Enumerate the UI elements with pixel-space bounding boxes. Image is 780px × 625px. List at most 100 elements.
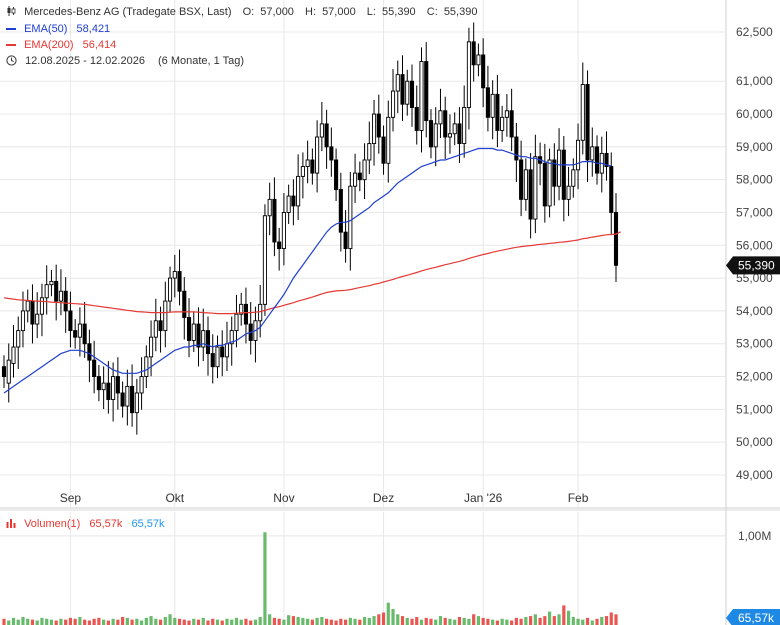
candle-body (296, 175, 301, 207)
volume-bar (239, 619, 243, 625)
y-tick-label: 54,000 (736, 304, 773, 318)
candle-body (139, 376, 144, 394)
volume-bar (500, 618, 504, 625)
volume-bar (329, 619, 333, 625)
x-tick-label: Feb (568, 491, 589, 505)
candle-body (39, 297, 45, 315)
volume-bar (111, 618, 115, 625)
volume-bar (125, 617, 129, 625)
candle-body (343, 231, 348, 250)
y-tick-label: 62,500 (736, 25, 773, 39)
candle-body (367, 143, 372, 161)
open-value: 57,000 (260, 6, 294, 18)
volume-bar (491, 619, 495, 625)
y-tick-label: 51,000 (736, 402, 773, 416)
volume-bar (362, 616, 367, 625)
candle-body (149, 336, 154, 358)
volume-bar (514, 617, 518, 625)
volume-bar (173, 617, 177, 625)
volume-bar (367, 617, 371, 625)
volume-bar (372, 616, 376, 625)
y-tick-label: 49,000 (736, 468, 773, 482)
volume-bar (590, 620, 594, 625)
volume-bar (405, 617, 409, 625)
candle-body (11, 346, 16, 364)
candle-body (144, 356, 149, 378)
clock-icon (6, 55, 17, 66)
candle-body (220, 346, 225, 358)
volume-label: Volumen(1) (24, 518, 81, 530)
volume-bar (391, 608, 395, 625)
volume-bar (135, 618, 139, 625)
candle-body (400, 74, 405, 105)
candle-body (267, 198, 272, 217)
volume-bar (519, 618, 523, 625)
candle-body (224, 343, 230, 358)
candle-body (329, 146, 334, 161)
volume-value-2: 65,57k (131, 518, 165, 530)
volume-bar (467, 618, 471, 625)
candle-body (210, 353, 215, 368)
candle-body (1, 366, 7, 378)
volume-bar (83, 619, 87, 625)
volume-bar (211, 618, 215, 625)
volume-bar (453, 619, 457, 625)
candles (1, 22, 619, 435)
candle-body (153, 320, 158, 338)
ema200-swatch (6, 44, 16, 47)
open-label: O: (242, 6, 255, 18)
candle-body (73, 330, 78, 338)
candle-body (163, 300, 168, 332)
volume-bar (263, 532, 267, 625)
candle-body (528, 169, 533, 220)
volume-bar (116, 619, 120, 625)
ema200-label: EMA(200) (24, 39, 74, 51)
volume-bar (495, 620, 499, 625)
high-label: H: (305, 6, 316, 18)
candle-body (201, 330, 206, 348)
volume-bar (187, 620, 191, 625)
candle-body (262, 215, 267, 305)
candle-body (405, 80, 410, 105)
volume-bar (206, 620, 210, 625)
candle-body (196, 323, 201, 348)
candle-body (315, 136, 320, 174)
volume-bar (353, 618, 357, 625)
candle-body (338, 189, 343, 233)
volume-bar (234, 617, 239, 625)
y-tick-label: 60,000 (736, 107, 773, 121)
date-range: 12.08.2025 - 12.02.2026 (25, 55, 145, 67)
volume-bar (215, 619, 220, 625)
candle-body (452, 123, 457, 135)
candle-body (386, 116, 391, 164)
volume-bar (277, 618, 281, 625)
candle-body (186, 317, 192, 341)
candle-body (111, 376, 116, 400)
x-tick-label: Jan '26 (464, 491, 503, 505)
candle-icon (6, 6, 16, 16)
candle-body (35, 313, 40, 325)
candle-body (533, 156, 538, 220)
y-tick-label: 61,000 (736, 74, 773, 88)
y-tick-label: 59,000 (736, 140, 773, 154)
volume-bar (415, 616, 419, 625)
volume-bar (562, 605, 566, 625)
x-tick-label: Okt (165, 491, 184, 505)
volume-bar (40, 617, 44, 625)
volume-bar (595, 618, 599, 625)
volume-bar (400, 616, 405, 625)
volume-bar (310, 619, 314, 625)
volume-bar (600, 616, 604, 625)
volume-bar (419, 619, 424, 625)
volume-bar (225, 618, 229, 625)
volume-bar (21, 616, 25, 625)
volume-bar (230, 619, 234, 625)
candle-body (115, 376, 120, 394)
volume-bar (64, 619, 68, 625)
volume-bar (529, 616, 533, 625)
candle-body (519, 159, 524, 200)
volume-bar (16, 619, 20, 625)
volume-bars (2, 532, 618, 625)
candle-body (547, 159, 552, 207)
